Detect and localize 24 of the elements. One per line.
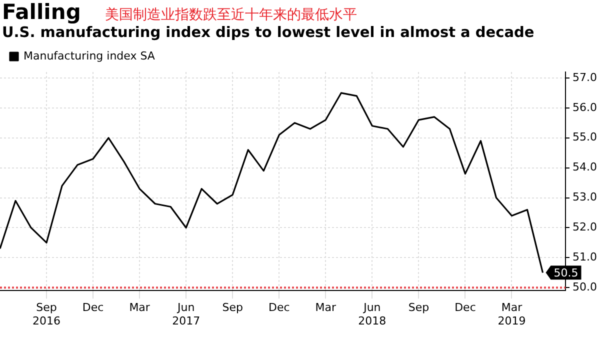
y-tick-label: 57.0 (572, 70, 598, 84)
data-label: 50.5 (554, 266, 578, 280)
y-tick-label: 55.0 (572, 130, 598, 144)
x-tick-label: Jun 2017 (172, 301, 200, 328)
y-tick-label: 56.0 (572, 100, 598, 114)
y-tick-label: 50.0 (572, 280, 598, 294)
x-tick-label: Sep 2016 (32, 301, 61, 328)
chart-title: Falling (2, 0, 81, 24)
x-tick-label: Mar (129, 301, 150, 314)
x-tick-label: Sep (222, 301, 243, 314)
x-tick-label: Dec (268, 301, 290, 314)
x-tick-label: Sep (408, 301, 430, 314)
x-tick-label: Dec (82, 301, 104, 314)
text: 美国制造业指数跌至近十年来的最低水平 (104, 6, 357, 24)
x-tick-label: Dec (454, 301, 476, 314)
y-tick-label: 54.0 (572, 160, 598, 174)
legend-label: Manufacturing index SA (24, 49, 156, 62)
x-tick-label: Jun 2018 (358, 301, 386, 328)
x-tick-label: Mar (315, 301, 337, 314)
y-tick-label: 53.0 (572, 190, 598, 204)
y-tick-label: 51.0 (572, 250, 598, 264)
x-tick-label: Mar 2019 (498, 301, 526, 328)
y-tick-label: 52.0 (572, 220, 598, 234)
chart-subtitle: U.S. manufacturing index dips to lowest level in almost a decade (1, 25, 536, 41)
